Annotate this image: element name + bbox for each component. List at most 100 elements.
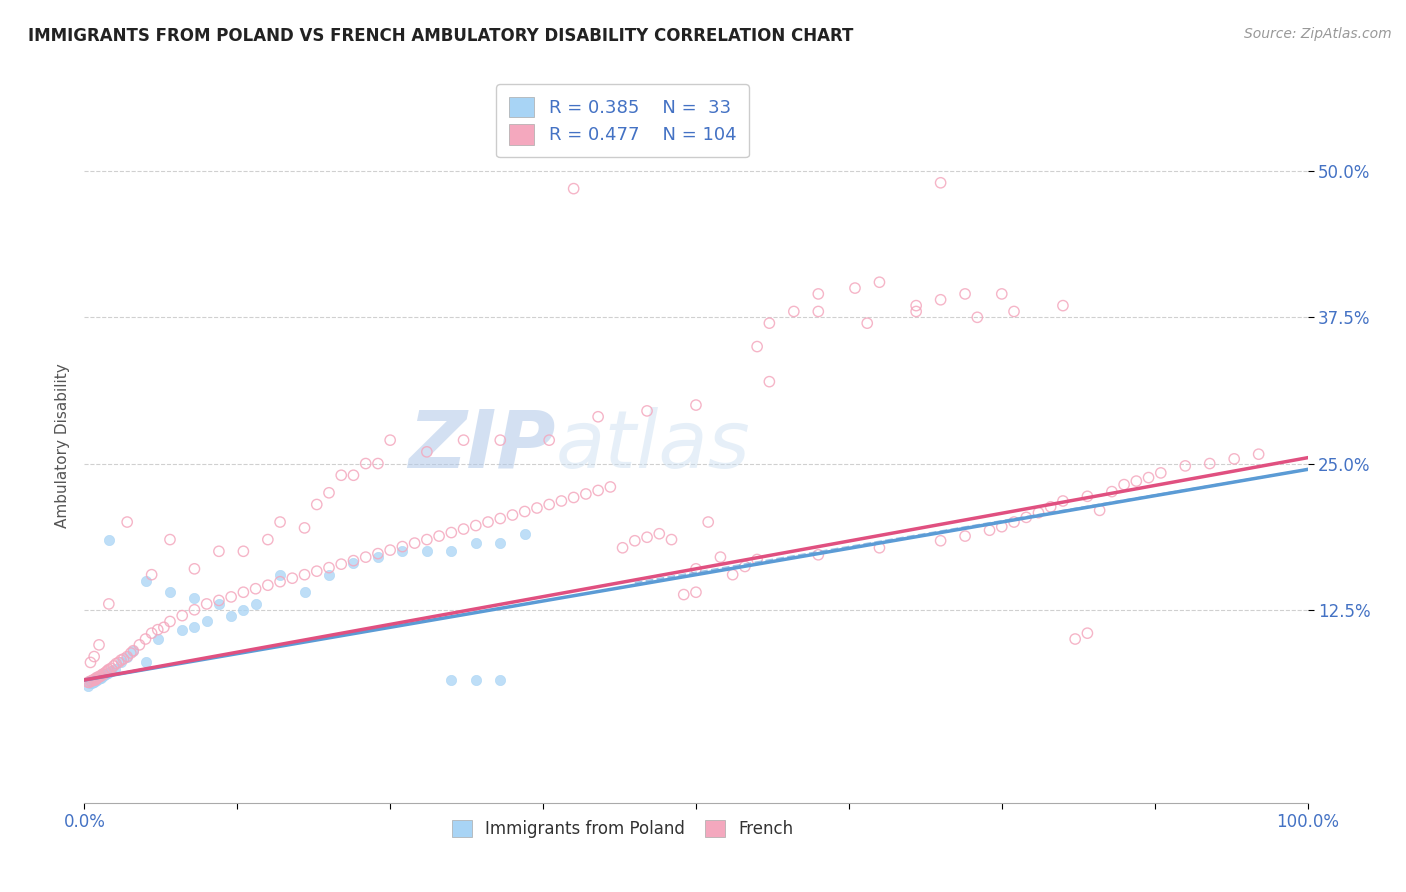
Point [380,543,402,558]
Point [93,667,115,681]
Point [100,664,122,678]
Point [979,523,1001,537]
Point [953,529,976,543]
Point [94,667,117,681]
Point [77,675,100,690]
Point [79,656,101,670]
Point [141,567,163,582]
Point [128,638,150,652]
Point [1015,510,1038,524]
Point [685,562,707,576]
Point [96,665,118,679]
Point [183,562,205,576]
Point [104,662,127,676]
Point [354,550,377,565]
Point [89,671,111,685]
Point [86,673,108,687]
Point [97,664,120,678]
Point [83,675,105,690]
Point [1002,304,1025,318]
Point [330,557,353,571]
Point [318,567,340,582]
Point [318,560,340,574]
Point [869,275,891,289]
Point [1114,477,1136,491]
Point [612,541,634,555]
Point [1076,489,1098,503]
Point [122,644,145,658]
Point [538,433,561,447]
Point [172,623,194,637]
Point [84,673,107,687]
Point [146,632,169,646]
Point [294,567,316,582]
Point [84,674,107,689]
Point [90,669,112,683]
Point [734,559,756,574]
Point [1137,470,1160,484]
Point [1076,626,1098,640]
Point [105,657,128,671]
Point [86,672,108,686]
Point [208,544,231,558]
Point [367,457,389,471]
Point [783,304,806,318]
Point [807,304,830,318]
Point [97,665,120,680]
Point [380,433,402,447]
Point [269,515,291,529]
Point [747,340,769,354]
Point [953,287,976,301]
Point [183,620,205,634]
Point [122,644,145,658]
Point [1002,515,1025,529]
Point [367,550,389,565]
Point [89,669,111,683]
Point [502,508,524,522]
Point [807,548,830,562]
Point [624,533,647,548]
Point [103,659,125,673]
Point [586,409,609,424]
Point [489,433,512,447]
Point [87,669,110,683]
Point [87,671,110,685]
Point [869,541,891,555]
Point [96,667,118,681]
Text: ZIP: ZIP [408,407,555,485]
Point [905,304,928,318]
Point [100,661,122,675]
Point [305,564,328,578]
Point [146,623,169,637]
Point [86,671,108,685]
Point [159,533,181,547]
Point [807,287,830,301]
Point [110,656,132,670]
Point [391,540,413,554]
Point [562,181,585,195]
Point [440,673,463,687]
Point [367,547,389,561]
Point [83,649,105,664]
Point [110,653,132,667]
Point [427,529,450,543]
Point [87,671,110,685]
Point [91,669,114,683]
Point [90,671,112,685]
Point [538,498,561,512]
Point [661,533,683,547]
Point [599,480,621,494]
Point [991,287,1014,301]
Point [115,515,138,529]
Text: atlas: atlas [555,407,749,485]
Point [208,593,231,607]
Point [84,673,107,687]
Point [97,662,120,676]
Point [513,504,536,518]
Point [208,597,231,611]
Point [115,649,138,664]
Point [257,578,280,592]
Point [245,597,267,611]
Point [79,674,101,689]
Legend: Immigrants from Poland, French: Immigrants from Poland, French [446,813,800,845]
